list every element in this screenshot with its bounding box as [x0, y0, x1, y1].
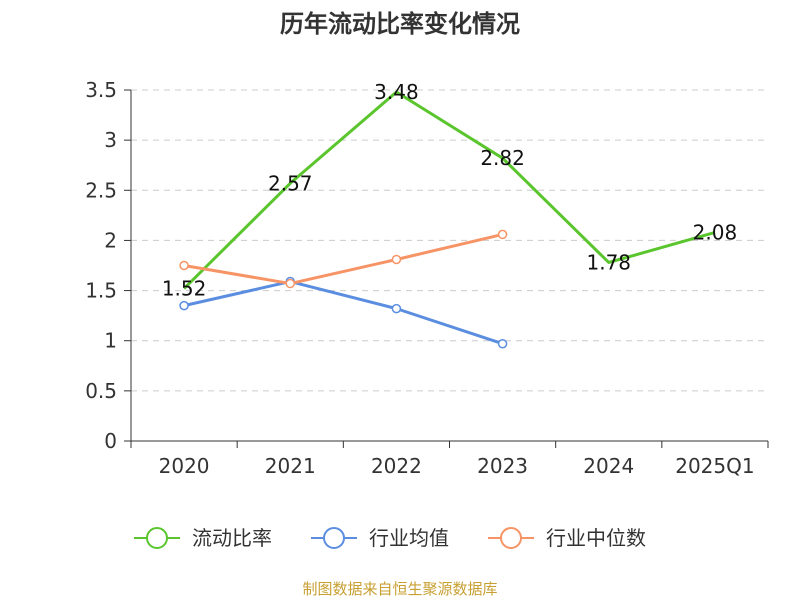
- data-source-note: 制图数据来自恒生聚源数据库: [302, 580, 498, 598]
- grid-lines: [131, 89, 768, 392]
- legend-marker: [146, 527, 168, 549]
- legend-label: 行业中位数: [546, 526, 646, 550]
- data-point: [179, 300, 189, 311]
- y-tick-label: 2: [104, 228, 117, 252]
- x-tick-label: 2023: [477, 454, 528, 478]
- x-tick-label: 2020: [159, 454, 210, 478]
- series-lines: [179, 90, 716, 349]
- legend-marker: [500, 527, 522, 549]
- data-label: 3.48: [374, 80, 419, 104]
- legend: 流动比率 行业均值 行业中位数: [134, 526, 646, 550]
- chart-title: 历年流动比率变化情况: [280, 10, 520, 38]
- y-tick-label: 1: [104, 329, 117, 353]
- legend-label: 行业均值: [369, 526, 449, 550]
- y-tick-label: 0: [104, 429, 117, 453]
- y-tick-label: 3.5: [85, 78, 117, 102]
- data-labels: 1.52 2.57 3.48 2.82 1.78 2.08: [162, 80, 737, 301]
- data-point: [285, 278, 295, 289]
- x-tick-label: 2024: [583, 454, 634, 478]
- y-tick-label: 1.5: [85, 279, 117, 303]
- data-label: 1.52: [162, 277, 207, 301]
- x-tick-label: 2022: [371, 454, 422, 478]
- series-line: [183, 90, 716, 290]
- y-tick-label: 0.5: [85, 379, 117, 403]
- data-point: [391, 303, 402, 314]
- data-label: 2.57: [268, 171, 313, 195]
- data-point: [497, 338, 508, 349]
- series-line: [183, 280, 504, 346]
- data-point: [179, 260, 189, 271]
- data-point: [497, 229, 508, 240]
- x-tick-label: 2021: [265, 454, 316, 478]
- data-label: 2.82: [480, 146, 525, 170]
- legend-marker: [323, 527, 345, 549]
- data-label: 2.08: [693, 220, 738, 244]
- y-tick-label: 2.5: [85, 178, 117, 202]
- x-tick-label: 2025Q1: [675, 454, 754, 478]
- legend-label: 流动比率: [192, 526, 272, 550]
- series-line: [183, 232, 503, 286]
- data-label: 1.78: [586, 250, 631, 274]
- y-tick-label: 3: [104, 128, 117, 152]
- data-point: [391, 254, 402, 265]
